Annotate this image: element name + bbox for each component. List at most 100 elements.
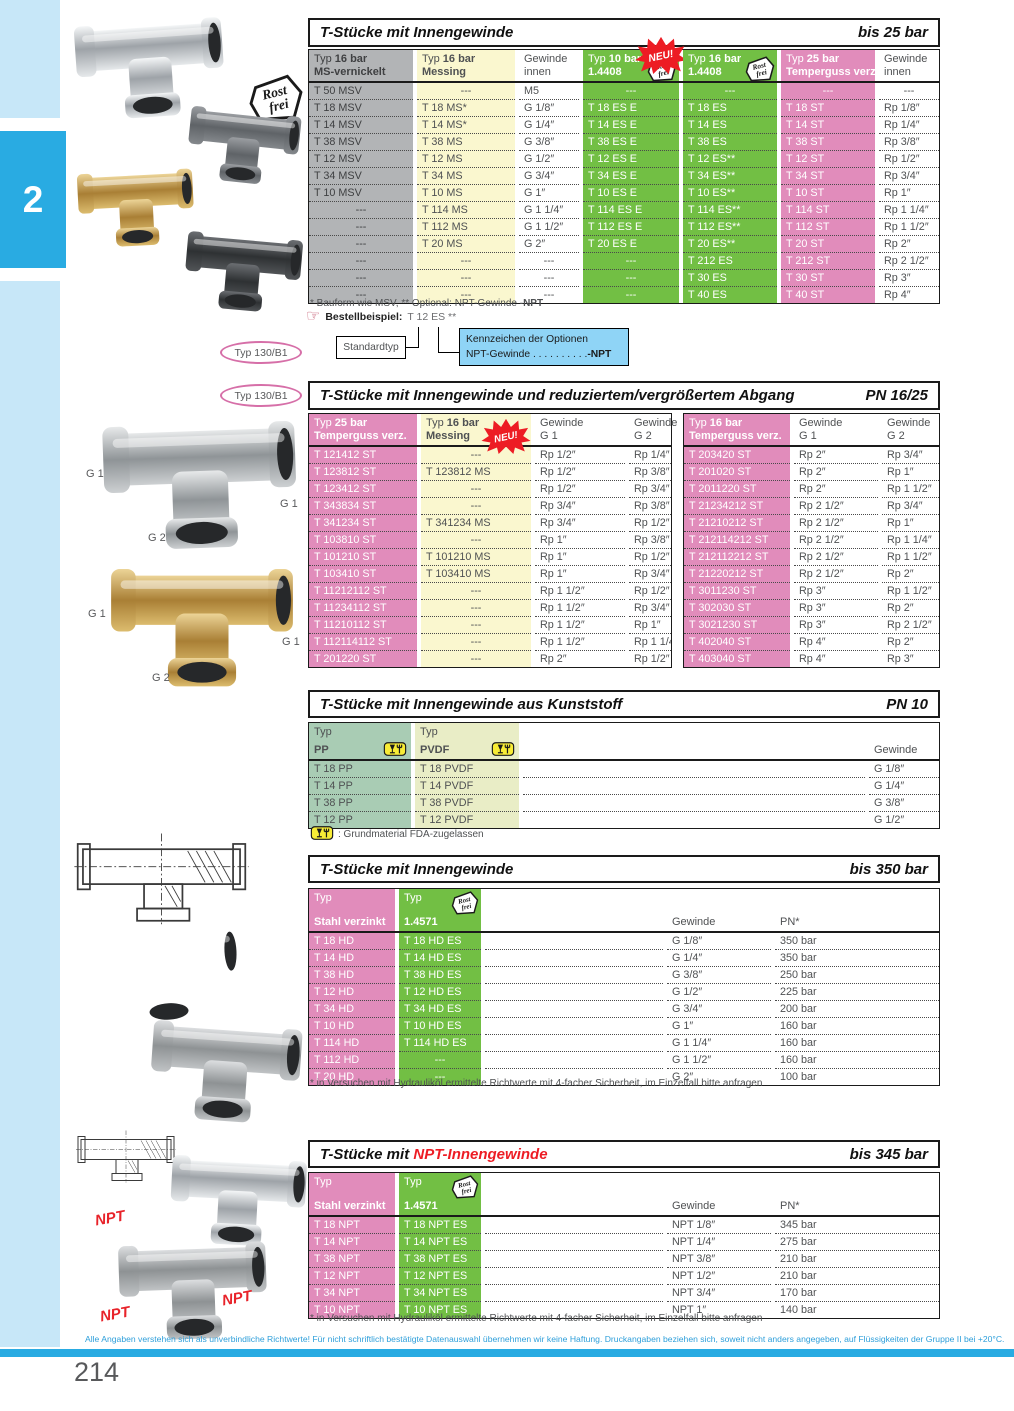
table-cell: T 14 ES E (583, 117, 679, 134)
table-cell: T 212112212 ST (684, 549, 790, 566)
table-cell: --- (417, 253, 515, 270)
column-header: Gewinde (874, 744, 918, 756)
table-cell: 345 bar (775, 1217, 939, 1234)
table-cell: Rp 1 1/2″ (882, 481, 939, 498)
table-cell: T 3011230 ST (684, 583, 790, 600)
table-cell: Rp 3/8″ (879, 134, 939, 151)
table-cell: Rp 3/8″ (629, 464, 671, 481)
table-cell: --- (519, 270, 579, 287)
table-cell (523, 812, 865, 828)
table-reduziert-right: Typ 16 bar Temperguss verz. Gewinde G 1 … (683, 413, 940, 668)
table-row: T 14 NPT T 14 NPT ES NPT 1/4″ 275 bar (309, 1234, 939, 1251)
table-cell: T 34 NPT (309, 1285, 395, 1302)
table-cell: Rp 1 1/4″ (882, 532, 939, 549)
table-cell: --- (309, 287, 413, 303)
table-cell: T 212 ST (781, 253, 875, 270)
column-header: Typ 16 bar 1.4408 (683, 50, 777, 81)
table-row: T 114 HD T 114 HD ES G 1 1/4″ 160 bar (309, 1035, 939, 1052)
table-cell: Rp 1 1/4″ (879, 202, 939, 219)
table-cell: T 201220 ST (309, 651, 417, 667)
section-header-kunststoff: T-Stücke mit Innengewinde aus Kunststoff… (308, 690, 940, 718)
table-cell: G 1/2″ (667, 984, 771, 1001)
table-cell: NPT 1/2″ (667, 1268, 771, 1285)
table-cell: Rp 3″ (794, 617, 878, 634)
table-cell: Rp 1/2″ (629, 583, 671, 600)
table-cell (485, 1001, 663, 1018)
table-cell: T 18 PP (309, 761, 411, 778)
table-cell: T 10 ES E (583, 185, 679, 202)
pointing-hand-icon: ☞ (306, 308, 321, 325)
table-cell: T 14 ES (683, 117, 777, 134)
table-cell: --- (543, 289, 555, 301)
table-cell: Rp 3/8″ (629, 498, 671, 515)
table-cell: Rp 1″ (879, 185, 939, 202)
table-row: T 10 NPT T 10 NPT ES NPT 1″ 140 bar (309, 1302, 939, 1318)
table-cell: 225 bar (775, 984, 939, 1001)
column-header: Typ 10 bar 1.4408 (583, 50, 679, 81)
table-cell: Rp 1 1/2″ (535, 634, 625, 651)
table-cell: Rp 2″ (879, 236, 939, 253)
table-cell: T 34 NPT ES (399, 1285, 481, 1302)
table-cell: Rp 1/2″ (535, 447, 625, 464)
table-cell: Rp 1/2″ (629, 515, 671, 532)
table-cell: Rp 2″ (794, 447, 878, 464)
column-header-spacer (485, 889, 663, 931)
table-cell: T 14 HD ES (399, 950, 481, 967)
table-cell: T 12 HD ES (399, 984, 481, 1001)
table-cell: Rp 4″ (794, 634, 878, 651)
table-cell: T 20 HD (309, 1069, 395, 1085)
table-cell: T 12 PP (309, 812, 411, 828)
table-row: T 201220 ST --- Rp 2″ Rp 1/2″ (309, 651, 671, 667)
rostfrei-icon (451, 891, 479, 916)
table-cell: --- (417, 287, 515, 303)
page-number: 214 (74, 1357, 120, 1387)
table-cell: G 1/2″ (519, 151, 579, 168)
table-cell: --- (421, 498, 531, 515)
table-cell: Rp 2 1/2″ (882, 617, 939, 634)
table-cell: T 14 NPT ES (399, 1234, 481, 1251)
section-header-reduziert: T-Stücke mit Innengewinde und reduzierte… (308, 381, 940, 410)
table-cell: T 10 ST (781, 185, 875, 202)
typ-badge: Typ 130/B1 (220, 341, 302, 364)
table-cell: T 38 ES E (583, 134, 679, 151)
table-cell: T 12 MS (417, 151, 515, 168)
table-cell: T 12 MSV (309, 151, 413, 168)
table-cell: --- (417, 83, 515, 100)
section-title: T-Stücke mit Innengewinde (320, 860, 514, 878)
table-cell: --- (683, 83, 777, 100)
photo-tee-black-iron (178, 220, 307, 320)
column-header: Typ 16 bar Messing (421, 414, 531, 445)
table-cell: G 1/4″ (869, 778, 939, 795)
table-row: --- --- --- --- T 40 ES T 40 ST Rp 4″ (309, 287, 939, 303)
table-cell: --- (583, 253, 679, 270)
column-header: Gewinde G 1 (540, 417, 584, 442)
table-cell: Rp 1/2″ (879, 151, 939, 168)
table-cell: Rp 2″ (794, 481, 878, 498)
table-cell: NPT 3/8″ (667, 1251, 771, 1268)
npt-label: NPT (93, 1207, 127, 1230)
table-cell: Rp 2 1/2″ (794, 515, 878, 532)
table-cell: Rp 3″ (887, 653, 914, 665)
table-cell: T 14 ST (781, 117, 875, 134)
table-cell: T 40 ES (683, 287, 777, 303)
table-row: T 3021230 ST Rp 3″ Rp 2 1/2″ (684, 617, 939, 634)
photo-tee-brass-large (102, 552, 302, 694)
table-cell: T 103410 ST (309, 566, 417, 583)
table-cell: T 114 HD (309, 1035, 395, 1052)
table-cell: --- (309, 219, 413, 236)
table-cell: G 3/8″ (667, 967, 771, 984)
column-header: Typ Stahl verzinkt (309, 1173, 395, 1215)
table-cell: T 341234 ST (309, 515, 417, 532)
table-cell: Rp 2 1/2″ (794, 532, 878, 549)
table-cell: T 121412 ST (309, 447, 417, 464)
table-cell: Rp 1″ (882, 464, 939, 481)
table-cell: T 18 MS* (417, 100, 515, 117)
column-header: Typ 1.4571 (399, 1173, 481, 1215)
table-cell: Rp 3/4″ (882, 447, 939, 464)
table-cell: T 18 NPT ES (399, 1217, 481, 1234)
section-title: T-Stücke mit NPT-Innengewinde (320, 1145, 548, 1163)
table-row: T 20 HD --- G 2″ 100 bar (309, 1069, 939, 1085)
column-header: Typ 25 bar Temperguss verz. (309, 414, 417, 445)
table-cell (485, 950, 663, 967)
